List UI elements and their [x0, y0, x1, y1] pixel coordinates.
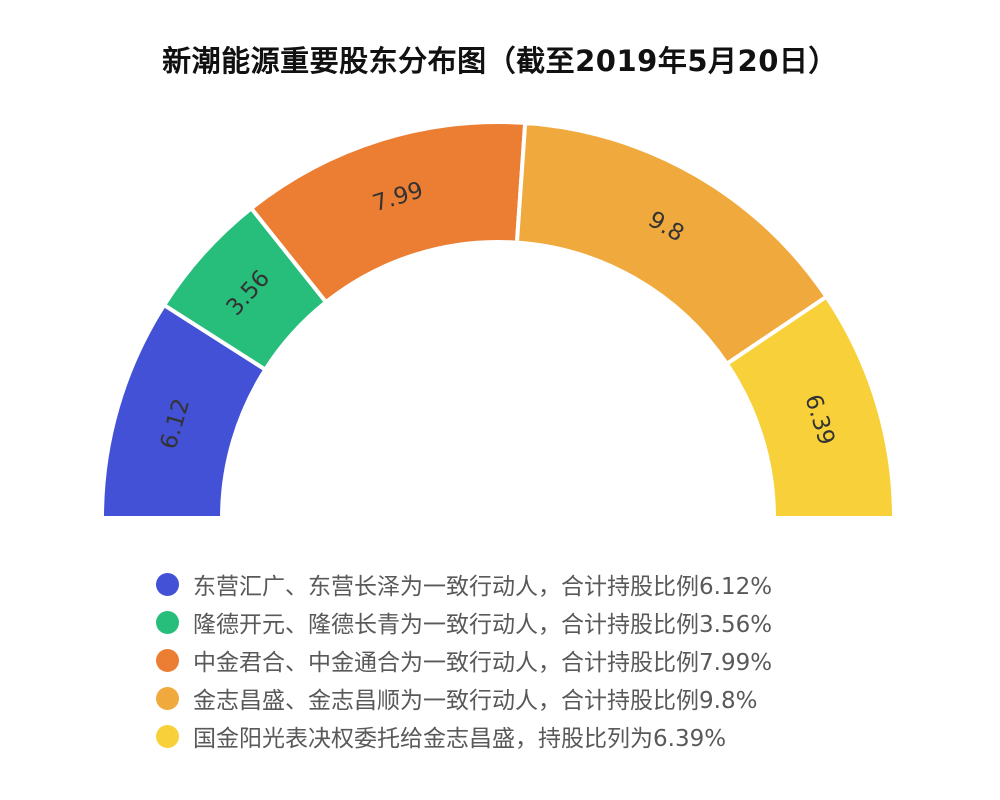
legend-swatch	[156, 724, 179, 748]
chart-legend: 东营汇广、东营长泽为一致行动人，合计持股比例6.12% 隆德开元、隆德长青为一致…	[156, 565, 772, 755]
legend-swatch	[156, 572, 179, 596]
legend-item-3[interactable]: 金志昌盛、金志昌顺为一致行动人，合计持股比例9.8%	[156, 679, 772, 717]
legend-item-2[interactable]: 中金君合、中金通合为一致行动人，合计持股比例7.99%	[156, 641, 772, 679]
legend-item-4[interactable]: 国金阳光表决权委托给金志昌盛，持股比列为6.39%	[156, 717, 772, 755]
legend-label: 金志昌盛、金志昌顺为一致行动人，合计持股比例9.8%	[193, 688, 758, 714]
legend-label: 隆德开元、隆德长青为一致行动人，合计持股比例3.56%	[193, 612, 773, 638]
legend-swatch	[156, 686, 179, 710]
legend-swatch	[156, 610, 179, 634]
chart-title: 新潮能源重要股东分布图（截至2019年5月20日）	[162, 44, 838, 78]
legend-item-0[interactable]: 东营汇广、东营长泽为一致行动人，合计持股比例6.12%	[156, 565, 772, 603]
legend-label: 东营汇广、东营长泽为一致行动人，合计持股比例6.12%	[193, 574, 773, 600]
legend-item-1[interactable]: 隆德开元、隆德长青为一致行动人，合计持股比例3.56%	[156, 603, 772, 641]
legend-label: 国金阳光表决权委托给金志昌盛，持股比列为6.39%	[193, 726, 727, 752]
slice-4[interactable]	[724, 294, 896, 520]
legend-swatch	[156, 648, 179, 672]
legend-label: 中金君合、中金通合为一致行动人，合计持股比例7.99%	[193, 650, 773, 676]
